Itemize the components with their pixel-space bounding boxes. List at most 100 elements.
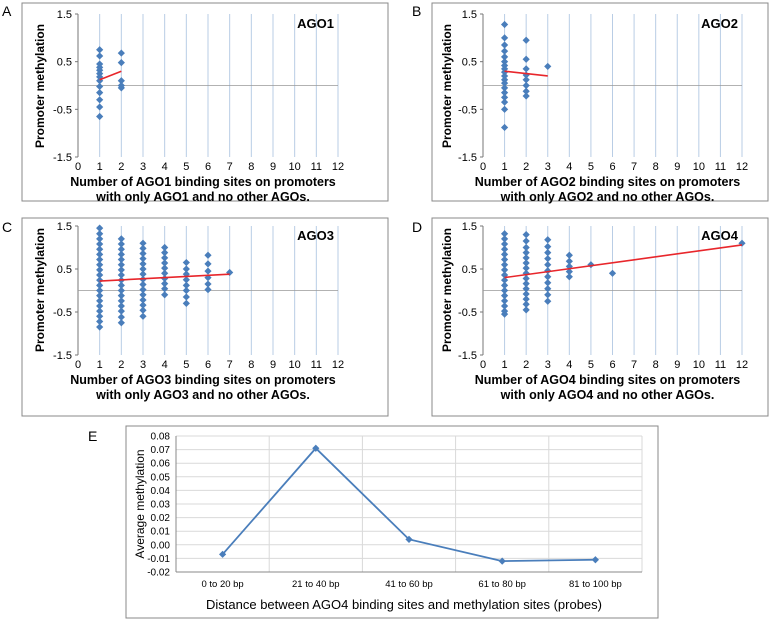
y-tick-label: -1.5 bbox=[53, 350, 72, 362]
data-point bbox=[522, 87, 530, 95]
data-point bbox=[500, 302, 509, 310]
data-point bbox=[139, 239, 147, 247]
data-point bbox=[96, 323, 104, 331]
data-point bbox=[161, 291, 169, 299]
data-point bbox=[591, 556, 599, 564]
data-point bbox=[522, 76, 530, 84]
panel-border bbox=[21, 217, 389, 417]
data-point bbox=[117, 49, 125, 57]
data-point bbox=[522, 274, 530, 283]
x-tick-label: 10 bbox=[693, 161, 705, 173]
y-tick-label: -0.01 bbox=[147, 554, 170, 565]
data-point bbox=[500, 53, 509, 61]
x-tick-label: 2 bbox=[118, 359, 124, 371]
panel-title: AGO3 bbox=[297, 228, 334, 243]
data-point bbox=[500, 105, 509, 113]
x-tick-label: 2 bbox=[118, 161, 124, 173]
x-tick-label: 21 to 40 bp bbox=[292, 579, 340, 590]
data-point bbox=[565, 251, 573, 259]
x-axis-title: with only AGO1 and no other AGOs. bbox=[95, 190, 310, 204]
data-point bbox=[544, 255, 552, 263]
data-point bbox=[500, 286, 509, 295]
data-point bbox=[182, 293, 190, 301]
trend-line bbox=[99, 70, 122, 81]
data-point bbox=[161, 269, 169, 277]
panel-letter: A bbox=[2, 3, 12, 19]
x-tick-label: 8 bbox=[653, 161, 659, 173]
data-point bbox=[500, 93, 509, 102]
data-point bbox=[544, 267, 552, 275]
data-point bbox=[117, 286, 125, 295]
data-point bbox=[544, 279, 552, 287]
data-point bbox=[139, 260, 147, 268]
x-axis-title: Number of AGO3 binding sites on promoter… bbox=[70, 373, 336, 387]
x-tick-label: 5 bbox=[183, 359, 189, 371]
panel-title: AGO1 bbox=[297, 16, 334, 31]
data-point bbox=[139, 249, 147, 258]
trend-line bbox=[504, 244, 743, 279]
y-tick-label: 1.5 bbox=[57, 221, 72, 233]
data-point bbox=[500, 255, 509, 264]
y-tick-label: 0.00 bbox=[151, 540, 171, 551]
x-tick-label: 12 bbox=[736, 359, 748, 371]
data-point bbox=[182, 299, 190, 307]
data-point bbox=[405, 535, 413, 543]
data-point bbox=[522, 290, 530, 298]
x-tick-label: 41 to 60 bp bbox=[385, 579, 433, 590]
y-tick-label: 1.5 bbox=[462, 9, 477, 21]
data-point bbox=[500, 250, 509, 258]
y-tick-label: -0.5 bbox=[53, 104, 72, 116]
data-point bbox=[219, 550, 227, 558]
y-tick-label: -0.02 bbox=[147, 568, 170, 579]
x-tick-label: 12 bbox=[332, 359, 344, 371]
data-point bbox=[96, 307, 104, 315]
data-point bbox=[500, 79, 509, 87]
panel-b: B 1.50.5-0.5-1.50 1 2 3 4 5 6 7 8 9 10 11 12AGO2Promo… bbox=[412, 2, 769, 204]
x-tick-label: 12 bbox=[736, 161, 748, 173]
y-axis-title: Promoter methylation bbox=[440, 24, 454, 148]
panel-c: C 1.50.5-0.5-1.50 1 2 3 4 5 6 7 8 9 10 11 12AGO3Promo… bbox=[2, 217, 389, 417]
y-tick-label: -0.5 bbox=[458, 307, 477, 319]
data-point bbox=[117, 319, 125, 327]
y-tick-label: -0.5 bbox=[53, 307, 72, 319]
data-point bbox=[96, 52, 104, 60]
data-point bbox=[500, 235, 509, 243]
y-tick-label: 0.5 bbox=[462, 57, 477, 69]
data-point bbox=[117, 235, 125, 243]
data-point bbox=[204, 267, 212, 275]
x-tick-label: 8 bbox=[248, 359, 254, 371]
data-point bbox=[117, 266, 125, 274]
data-point bbox=[96, 266, 104, 274]
data-point bbox=[500, 276, 509, 284]
data-point bbox=[500, 72, 509, 80]
x-tick-label: 7 bbox=[631, 359, 637, 371]
x-tick-label: 7 bbox=[227, 359, 233, 371]
data-point bbox=[500, 20, 509, 29]
series-line bbox=[221, 446, 596, 563]
x-axis-title: Number of AGO2 binding sites on promoter… bbox=[475, 175, 741, 189]
data-point bbox=[161, 249, 169, 257]
data-point bbox=[544, 297, 552, 305]
data-point bbox=[139, 286, 147, 294]
x-tick-label: 2 bbox=[523, 359, 529, 371]
panel-letter: D bbox=[412, 219, 422, 235]
data-point bbox=[498, 557, 506, 565]
data-point bbox=[544, 62, 552, 71]
data-point bbox=[96, 89, 104, 97]
data-point bbox=[117, 292, 125, 300]
data-point bbox=[96, 312, 104, 320]
data-point bbox=[544, 243, 552, 251]
data-point bbox=[544, 285, 552, 293]
panel-border bbox=[125, 425, 659, 619]
data-point bbox=[139, 301, 147, 309]
x-tick-label: 5 bbox=[183, 161, 189, 173]
data-point bbox=[117, 261, 125, 269]
data-point bbox=[139, 244, 147, 252]
y-tick-label: 0.5 bbox=[57, 57, 72, 69]
x-tick-label: 4 bbox=[162, 161, 168, 173]
y-tick-label: -1.5 bbox=[53, 152, 72, 164]
data-point bbox=[500, 98, 509, 106]
x-tick-label: 9 bbox=[674, 359, 680, 371]
data-point bbox=[96, 250, 104, 258]
data-point bbox=[522, 55, 530, 63]
